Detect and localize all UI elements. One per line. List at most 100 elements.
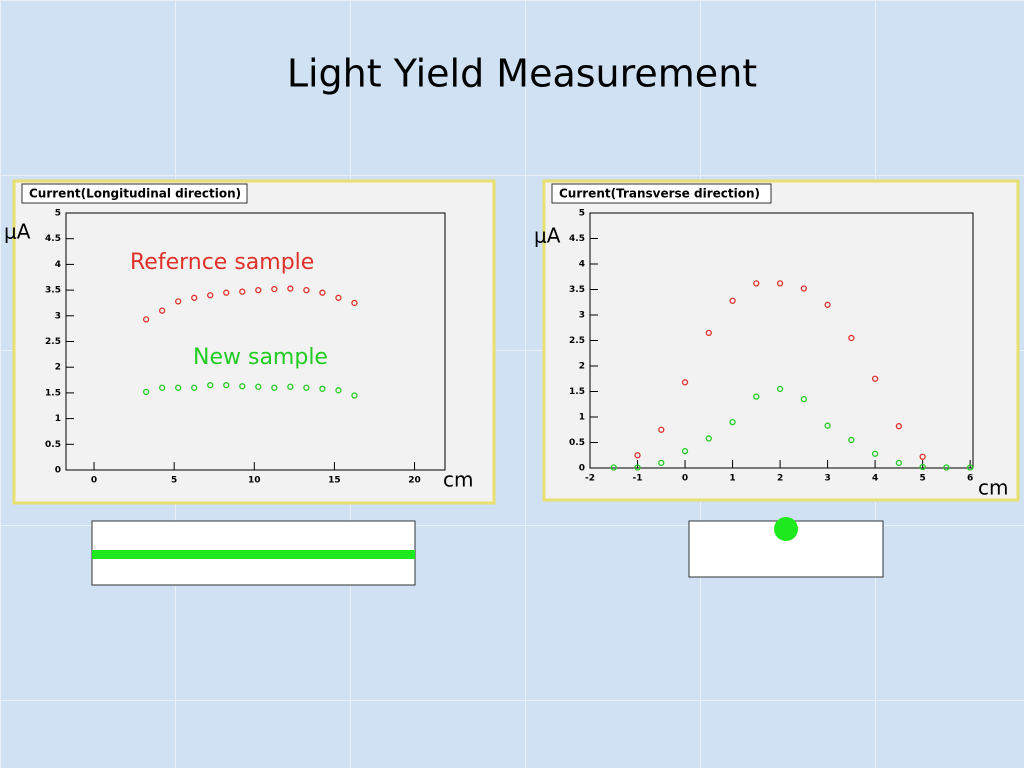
point (800, 285, 807, 292)
point (681, 379, 689, 386)
x-tick-label: 2 (777, 474, 783, 484)
point (351, 299, 358, 307)
point (729, 297, 736, 304)
point (159, 384, 166, 391)
point (848, 436, 855, 444)
y-tick-label: 0 (579, 464, 585, 474)
plot-area (65, 212, 446, 471)
x-tick-label: 1 (729, 474, 735, 484)
x-tick-label: 3 (824, 474, 830, 484)
point (335, 294, 342, 301)
point (753, 393, 760, 400)
point (705, 435, 712, 442)
x-tick-label: -2 (585, 474, 595, 484)
y-tick-label: 2 (579, 362, 585, 372)
y-tick-label: 3.5 (569, 285, 585, 295)
x-tick-label: 10 (248, 476, 261, 486)
y-axis-label: μA (534, 224, 561, 248)
point (191, 294, 198, 301)
point (966, 464, 974, 471)
point (239, 288, 246, 295)
x-axis-label: cm (978, 476, 1008, 500)
x-tick-label: 4 (872, 474, 878, 484)
chart-title: Current(Longitudinal direction) (29, 187, 241, 201)
point (658, 426, 665, 433)
x-tick-label: 5 (171, 476, 177, 486)
x-tick-label: -1 (633, 474, 643, 484)
point (729, 418, 736, 426)
x-tick-label: 0 (91, 476, 97, 486)
point (175, 298, 182, 305)
point (271, 384, 278, 391)
y-tick-label: 2.5 (569, 336, 585, 346)
y-tick-label: 1.5 (45, 388, 61, 398)
point (142, 388, 150, 396)
point (287, 285, 294, 292)
point (776, 280, 784, 287)
x-tick-label: 6 (967, 474, 973, 484)
y-tick-label: 4 (55, 260, 61, 270)
point (610, 464, 617, 471)
y-tick-label: 3.5 (45, 286, 61, 296)
point (919, 453, 926, 460)
point (658, 459, 665, 467)
point (824, 301, 831, 308)
series-label: Refernce sample (130, 250, 314, 275)
y-tick-label: 0 (55, 466, 61, 476)
slide-title: Light Yield Measurement (287, 52, 757, 96)
y-tick-label: 1 (579, 413, 585, 423)
point (753, 280, 760, 287)
point (705, 329, 712, 337)
y-tick-label: 0.5 (569, 438, 585, 448)
x-tick-label: 20 (408, 476, 421, 486)
series-label: New sample (193, 345, 328, 370)
point (223, 289, 230, 296)
y-tick-label: 1 (55, 414, 61, 424)
point (271, 285, 278, 293)
fiber-spot (774, 517, 798, 541)
point (943, 464, 950, 471)
point (207, 292, 214, 299)
point (303, 384, 310, 391)
y-tick-label: 4.5 (569, 234, 585, 244)
point (634, 452, 641, 459)
point (207, 382, 214, 389)
point (287, 383, 294, 390)
y-tick-label: 0.5 (45, 440, 61, 450)
panel-header (551, 183, 772, 204)
point (871, 450, 879, 457)
point (895, 423, 903, 430)
x-tick-label: 5 (919, 474, 925, 484)
x-axis-label: cm (443, 468, 473, 492)
point (351, 392, 358, 399)
y-tick-label: 4 (579, 260, 585, 270)
point (303, 286, 310, 294)
x-tick-label: 15 (328, 476, 341, 486)
point (634, 464, 641, 471)
panel-header (21, 183, 248, 204)
y-tick-label: 1.5 (569, 387, 585, 397)
plot-area (589, 212, 974, 469)
y-axis-label: μA (4, 220, 31, 244)
y-tick-label: 3 (579, 311, 585, 321)
y-tick-label: 5 (579, 209, 585, 219)
point (223, 382, 230, 389)
point (159, 307, 166, 314)
y-tick-label: 2.5 (45, 337, 61, 347)
point (255, 383, 262, 390)
point (776, 385, 784, 393)
point (824, 422, 831, 429)
x-tick-label: 0 (682, 474, 688, 484)
chart-title: Current(Transverse direction) (559, 187, 760, 201)
point (319, 385, 326, 392)
point (871, 375, 879, 382)
y-tick-label: 3 (55, 311, 61, 321)
point (848, 334, 855, 342)
y-tick-label: 4.5 (45, 234, 61, 244)
y-tick-label: 5 (55, 209, 61, 219)
point (919, 463, 926, 471)
point (142, 316, 150, 323)
point (255, 286, 262, 294)
